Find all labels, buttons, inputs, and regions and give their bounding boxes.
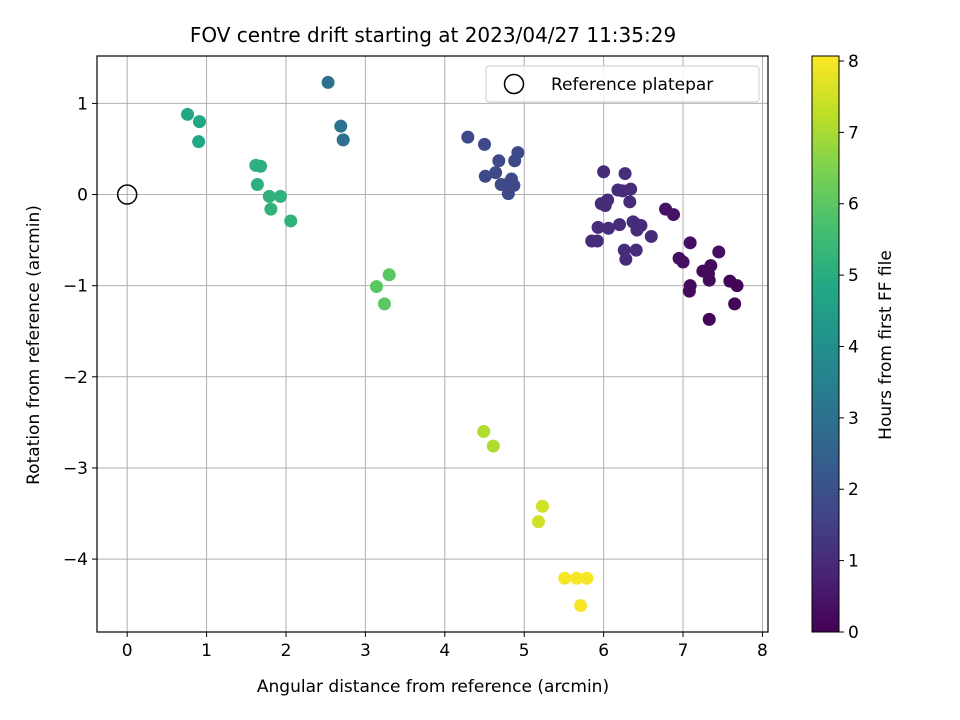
data-point <box>644 229 658 243</box>
y-tick-label: −3 <box>63 459 88 479</box>
data-point <box>629 243 643 257</box>
data-point <box>486 439 500 453</box>
colorbar: 0 1 2 3 4 5 6 7 8 Hours from first FF file <box>811 52 896 643</box>
data-point <box>192 115 206 129</box>
y-tick-label: 0 <box>77 186 88 206</box>
colorbar-label: Hours from first FF file <box>876 250 896 440</box>
data-point <box>477 424 491 438</box>
data-points <box>116 75 744 613</box>
legend-reference-marker <box>503 73 525 95</box>
data-point <box>336 133 350 147</box>
colorbar-tick-label: 4 <box>848 337 859 357</box>
data-point <box>702 312 716 326</box>
chart-title: FOV centre drift starting at 2023/04/27 … <box>190 23 676 47</box>
x-axis-label: Angular distance from reference (arcmin) <box>257 677 609 697</box>
data-point <box>702 273 716 287</box>
data-point <box>254 159 268 173</box>
data-point <box>264 202 278 216</box>
y-tick-label: 1 <box>77 94 88 114</box>
data-point <box>623 195 637 209</box>
data-point <box>574 599 588 613</box>
data-point <box>570 571 584 585</box>
data-point <box>181 107 195 121</box>
data-point <box>619 252 633 266</box>
data-point <box>262 189 276 203</box>
data-point <box>683 236 697 250</box>
colorbar-tick-label: 3 <box>848 409 859 429</box>
x-tick-label: 1 <box>201 641 212 661</box>
plot-frame <box>96 55 769 633</box>
data-point <box>613 218 627 232</box>
data-point <box>511 146 525 160</box>
data-point <box>382 268 396 282</box>
colorbar-tick-label: 2 <box>848 480 859 500</box>
data-point <box>478 169 492 183</box>
data-point <box>728 297 742 311</box>
legend-entry-reference: Reference platepar <box>551 75 713 95</box>
colorbar-tick-label: 1 <box>848 552 859 572</box>
x-tick-label: 6 <box>598 641 609 661</box>
data-point <box>618 167 632 181</box>
data-point <box>334 119 348 133</box>
colorbar-tick-label: 7 <box>848 123 859 143</box>
legend-box <box>485 65 760 103</box>
axes <box>96 55 769 633</box>
y-axis-ticks: 1 0 −1 −2 −3 −4 <box>63 94 97 570</box>
colorbar-ticks: 0 1 2 3 4 5 6 7 8 <box>839 52 859 643</box>
y-axis-label: Rotation from reference (arcmin) <box>24 205 44 485</box>
data-point <box>601 221 615 235</box>
x-tick-label: 8 <box>757 641 768 661</box>
x-tick-label: 4 <box>439 641 450 661</box>
data-point <box>370 280 384 294</box>
y-tick-label: −1 <box>63 277 88 297</box>
data-point <box>192 135 206 149</box>
data-point <box>461 130 475 144</box>
data-point <box>591 220 605 234</box>
data-point <box>532 515 546 529</box>
data-point <box>489 166 503 180</box>
colorbar-tick-label: 5 <box>848 266 859 286</box>
data-point <box>730 279 744 293</box>
data-point <box>558 571 572 585</box>
data-point <box>676 255 690 269</box>
x-tick-label: 3 <box>360 641 371 661</box>
data-point <box>590 234 604 248</box>
legend: Reference platepar <box>485 65 760 103</box>
colorbar-gradient <box>811 55 840 633</box>
data-point <box>630 223 644 237</box>
colorbar-tick-label: 0 <box>848 623 859 643</box>
data-point <box>250 178 264 192</box>
reference-platepar-marker <box>116 184 138 205</box>
data-point <box>712 245 726 259</box>
data-point <box>580 571 594 585</box>
data-point <box>501 187 515 201</box>
data-point <box>682 284 696 298</box>
x-axis-ticks: 0 1 2 3 4 5 6 7 8 <box>122 632 768 661</box>
data-point <box>667 208 681 222</box>
data-point <box>284 214 298 228</box>
colorbar-tick-label: 6 <box>848 195 859 215</box>
y-tick-label: −2 <box>63 368 88 388</box>
data-point <box>598 198 612 212</box>
data-point <box>377 297 391 311</box>
x-tick-label: 0 <box>122 641 133 661</box>
colorbar-tick-label: 8 <box>848 52 859 72</box>
y-tick-label: −4 <box>63 550 88 570</box>
data-point <box>535 499 549 513</box>
data-point <box>321 75 335 89</box>
x-tick-label: 5 <box>519 641 530 661</box>
data-point <box>273 189 287 203</box>
data-point <box>624 182 638 196</box>
data-point <box>492 154 506 168</box>
x-tick-label: 7 <box>678 641 689 661</box>
x-tick-label: 2 <box>281 641 292 661</box>
data-point <box>597 165 611 179</box>
data-point <box>478 137 492 151</box>
